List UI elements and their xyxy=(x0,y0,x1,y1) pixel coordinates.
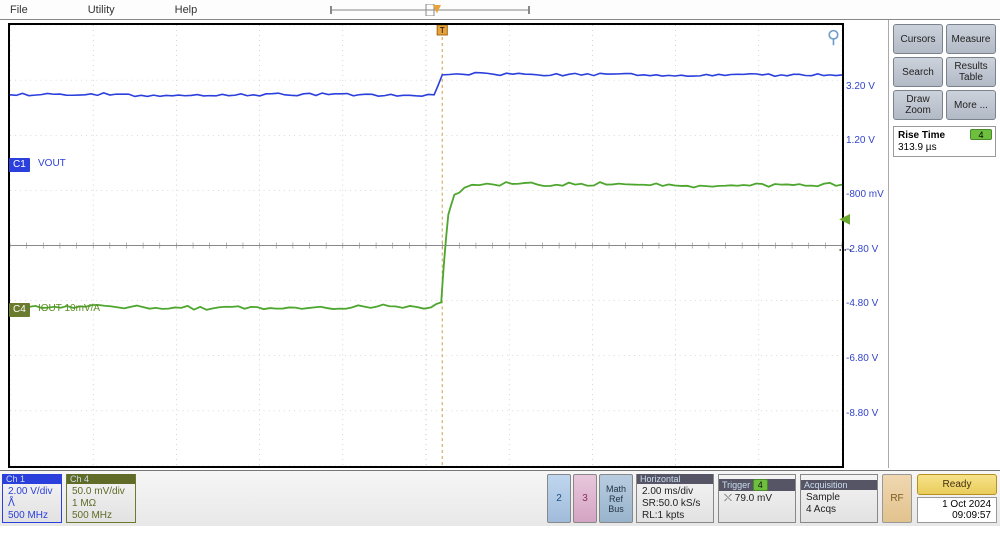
status-horiz-scale: 2.00 ms/div xyxy=(642,486,708,497)
menu-bar: File Utility Help ▼ xyxy=(0,0,1000,20)
cursors-button[interactable]: Cursors xyxy=(893,24,943,54)
date-label: 1 Oct 2024 xyxy=(923,499,991,510)
status-ch4-coupling: 1 MΩ xyxy=(72,498,130,509)
measurement-channel-chip: 4 xyxy=(970,129,992,140)
status-trigger[interactable]: Trigger 4 ⤬ 79.0 mV xyxy=(718,474,796,523)
status-horiz-rl: RL:1 kpts xyxy=(642,510,708,521)
status-ch1-coupling: ᐰ xyxy=(8,498,56,509)
y-axis-label: 1.20 V xyxy=(846,135,875,146)
status-horizontal-header: Horizontal xyxy=(637,474,713,484)
status-bar: Ch 1 2.00 V/div ᐰ 500 MHz Ch 4 50.0 mV/d… xyxy=(0,470,1000,526)
oscilloscope-display[interactable]: T ⚲ C1 VOUT C4 IOUT 10mV/A ◀ ⋮ xyxy=(8,23,844,468)
draw-zoom-button[interactable]: DrawZoom xyxy=(893,90,943,120)
status-trigger-level: ⤬ 79.0 mV xyxy=(724,493,790,504)
status-ch4-scale: 50.0 mV/div xyxy=(72,486,130,497)
channel-3-button[interactable]: 3 xyxy=(573,474,597,523)
menu-utility[interactable]: Utility xyxy=(88,4,115,16)
status-acq-count: 4 Acqs xyxy=(806,504,872,515)
y-axis-label: -6.80 V xyxy=(846,353,878,364)
channel-2-button[interactable]: 2 xyxy=(547,474,571,523)
measurement-readout[interactable]: 4 Rise Time 313.9 µs xyxy=(893,126,996,157)
svg-text:T: T xyxy=(440,26,445,35)
measurement-value: 313.9 µs xyxy=(898,142,991,153)
status-horiz-sr: SR:50.0 kS/s xyxy=(642,498,708,509)
channel-c4-tag[interactable]: C4 xyxy=(9,303,30,317)
time-label: 09:09:57 xyxy=(923,510,991,521)
datetime-display[interactable]: 1 Oct 2024 09:09:57 xyxy=(917,497,997,523)
trigger-marker-top-icon: ▼ xyxy=(430,0,444,16)
status-ch1-scale: 2.00 V/div xyxy=(8,486,56,497)
y-axis-label: -800 mV xyxy=(846,189,884,200)
status-trigger-header: Trigger 4 xyxy=(719,479,795,491)
waveform-canvas: T xyxy=(10,25,842,466)
menu-help[interactable]: Help xyxy=(175,4,198,16)
status-ch4-header: Ch 4 xyxy=(67,474,135,484)
y-axis-label: 3.20 V xyxy=(846,81,875,92)
search-button[interactable]: Search xyxy=(893,57,943,87)
y-axis-label: -4.80 V xyxy=(846,298,878,309)
menu-file[interactable]: File xyxy=(10,4,28,16)
y-axis-label: -8.80 V xyxy=(846,408,878,419)
math-ref-bus-button[interactable]: MathRefBus xyxy=(599,474,633,523)
status-ch4-bw: 500 MHz xyxy=(72,510,130,521)
y-axis-labels: 3.20 V 1.20 V -800 mV -2.80 V -4.80 V -6.80 V… xyxy=(844,23,882,468)
status-acq-header: Acquisition xyxy=(801,480,877,490)
ready-status[interactable]: Ready xyxy=(917,474,997,495)
measure-button[interactable]: Measure xyxy=(946,24,996,54)
right-panel: Cursors Measure Search ResultsTable Draw… xyxy=(888,20,1000,468)
y-axis-label: -2.80 V xyxy=(846,244,878,255)
rf-button[interactable]: RF xyxy=(882,474,912,523)
channel-c1-label: VOUT xyxy=(38,158,66,169)
channel-c4-label: IOUT 10mV/A xyxy=(38,303,100,314)
more-button[interactable]: More ... xyxy=(946,90,996,120)
status-ch4[interactable]: Ch 4 50.0 mV/div 1 MΩ 500 MHz xyxy=(66,474,136,523)
main-area: T ⚲ C1 VOUT C4 IOUT 10mV/A ◀ ⋮ 3.20 V 1.2… xyxy=(0,20,1000,468)
channel-c1-tag[interactable]: C1 xyxy=(9,158,30,172)
status-acquisition[interactable]: Acquisition Sample 4 Acqs xyxy=(800,474,878,523)
status-ch1-bw: 500 MHz xyxy=(8,510,56,521)
status-horizontal[interactable]: Horizontal 2.00 ms/div SR:50.0 kS/s RL:1… xyxy=(636,474,714,523)
zoom-icon[interactable]: ⚲ xyxy=(827,27,840,48)
results-button[interactable]: ResultsTable xyxy=(946,57,996,87)
status-ch1[interactable]: Ch 1 2.00 V/div ᐰ 500 MHz xyxy=(2,474,62,523)
status-ch1-header: Ch 1 xyxy=(3,474,61,484)
status-acq-mode: Sample xyxy=(806,492,872,503)
trigger-source-chip: 4 xyxy=(753,479,768,491)
